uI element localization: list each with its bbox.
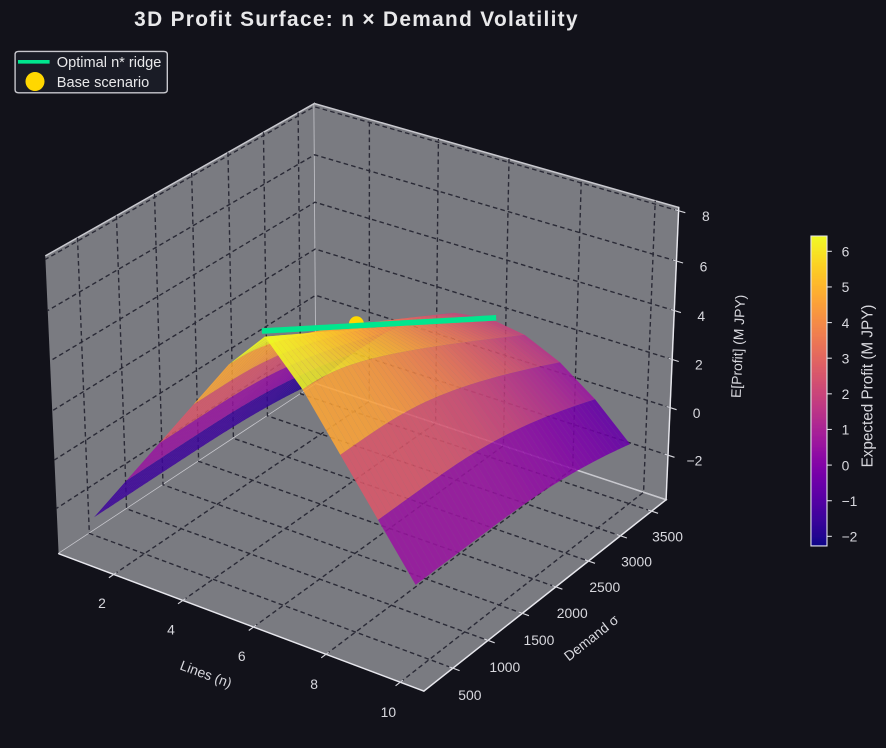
svg-text:6: 6: [700, 258, 708, 274]
svg-text:2500: 2500: [589, 579, 620, 595]
svg-text:−2: −2: [842, 529, 858, 545]
svg-text:10: 10: [381, 704, 397, 720]
svg-text:3D Profit Surface: n × Demand: 3D Profit Surface: n × Demand Volatility: [134, 8, 579, 31]
svg-text:4: 4: [167, 621, 175, 637]
svg-text:Base scenario: Base scenario: [57, 75, 149, 91]
svg-text:6: 6: [238, 648, 246, 664]
svg-text:2: 2: [695, 357, 703, 373]
svg-text:8: 8: [310, 676, 318, 692]
svg-text:Optimal n* ridge: Optimal n* ridge: [57, 55, 162, 71]
svg-text:2000: 2000: [557, 605, 588, 621]
svg-text:8: 8: [702, 208, 710, 224]
svg-text:2: 2: [98, 595, 106, 611]
svg-text:3: 3: [842, 350, 850, 366]
svg-text:3000: 3000: [621, 554, 652, 570]
svg-text:5: 5: [842, 279, 850, 295]
svg-text:4: 4: [697, 308, 705, 324]
svg-text:Expected Profit (M JPY): Expected Profit (M JPY): [860, 305, 877, 468]
svg-text:4: 4: [842, 315, 850, 331]
svg-text:−2: −2: [686, 452, 702, 468]
svg-text:1500: 1500: [523, 632, 554, 648]
svg-text:−1: −1: [842, 493, 858, 509]
svg-text:6: 6: [842, 244, 850, 260]
svg-text:E[Profit] (M JPY): E[Profit] (M JPY): [728, 294, 748, 398]
svg-text:0: 0: [693, 405, 701, 421]
svg-text:1: 1: [842, 422, 850, 438]
svg-text:3500: 3500: [652, 529, 683, 545]
svg-text:500: 500: [458, 687, 481, 703]
svg-text:2: 2: [842, 386, 850, 402]
svg-text:0: 0: [842, 457, 850, 473]
svg-text:1000: 1000: [489, 659, 520, 675]
